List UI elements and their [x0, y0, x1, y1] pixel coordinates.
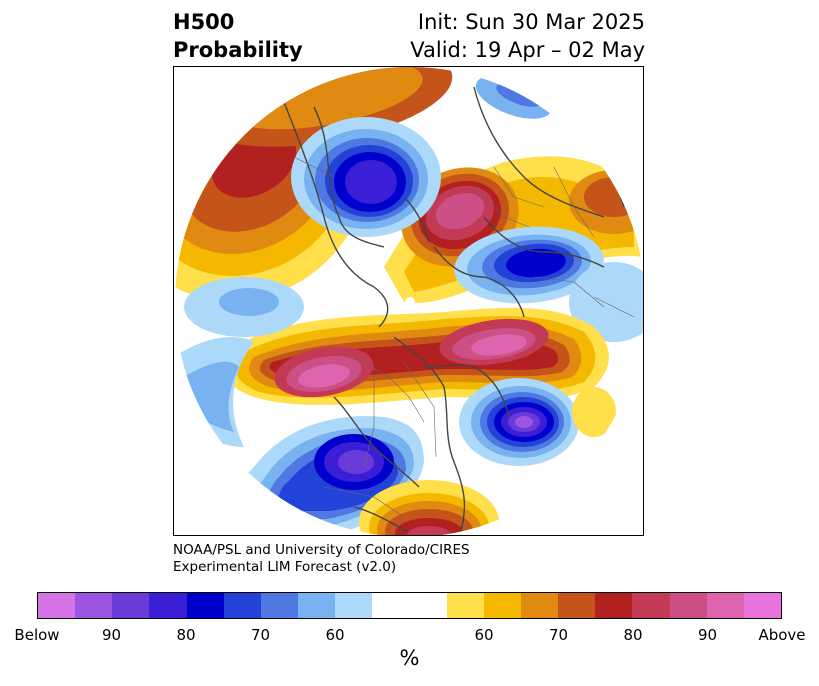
title-init-date: Init: Sun 30 Mar 2025	[417, 10, 645, 34]
colorbar-below-bin-9	[335, 593, 373, 618]
colorbar-tick-label: Above	[758, 626, 806, 644]
colorbar-below-bin-8	[298, 593, 336, 618]
colorbar	[37, 592, 782, 619]
colorbar-neutral-bin	[372, 593, 447, 618]
colorbar-tick-label: 80	[623, 626, 643, 644]
colorbar-tick-label: 70	[548, 626, 569, 644]
credit-text: NOAA/PSL and University of Colorado/CIRE…	[173, 542, 470, 576]
colorbar-below-bin-6	[223, 593, 261, 618]
colorbar-above-bin-9	[743, 593, 782, 618]
north-pole-marker	[405, 297, 415, 307]
colorbar-tick-label: 90	[101, 626, 122, 644]
colorbar-above-bin-6	[632, 593, 670, 618]
colorbar-below-bin-3	[112, 593, 150, 618]
colorbar-tick-label: 80	[176, 626, 196, 644]
colorbar-above-bin-7	[669, 593, 707, 618]
colorbar-tick-label: 90	[697, 626, 718, 644]
credit-line-2: Experimental LIM Forecast (v2.0)	[173, 559, 397, 575]
title-variable: H500	[173, 10, 235, 34]
colorbar-label: %	[399, 646, 420, 670]
colorbar-tick-label: 70	[250, 626, 271, 644]
central-asia-positive	[223, 307, 609, 405]
colorbar-below-bin-7	[260, 593, 299, 618]
colorbar-below-bin-5	[186, 593, 224, 618]
colorbar-above-bin-8	[706, 593, 744, 618]
colorbar-ticks: Below 90 80 70 60 60 70 80 90 Above	[14, 626, 805, 646]
colorbar-above-bin-2	[483, 593, 522, 618]
siberia-negative	[291, 117, 441, 237]
colorbar-below-bin-4	[149, 593, 187, 618]
colorbar-below-bin-2	[75, 593, 113, 618]
chart-title-left: H500 Probability	[173, 8, 303, 64]
title-valid-range: Valid: 19 Apr – 02 May	[410, 38, 645, 62]
colorbar-above-bin-3	[521, 593, 559, 618]
chart-title-right: Init: Sun 30 Mar 2025 Valid: 19 Apr – 02…	[410, 8, 645, 64]
map-panel	[173, 66, 644, 536]
colorbar-tick-label: Below	[14, 626, 60, 644]
colorbar-tick-label: 60	[474, 626, 494, 644]
colorbar-above-bin-5	[595, 593, 633, 618]
title-product: Probability	[173, 38, 303, 62]
country-borders	[293, 156, 635, 518]
colorbar-above-bin-4	[558, 593, 596, 618]
scandinavia-negative	[454, 226, 643, 342]
colorbar-above-bin-1	[446, 593, 484, 618]
credit-line-1: NOAA/PSL and University of Colorado/CIRE…	[173, 542, 470, 558]
colorbar-tick-label: 60	[325, 626, 345, 644]
colorbar-below-bin-1	[38, 593, 76, 618]
probability-map	[175, 67, 643, 535]
north-atlantic-negative	[459, 378, 579, 466]
